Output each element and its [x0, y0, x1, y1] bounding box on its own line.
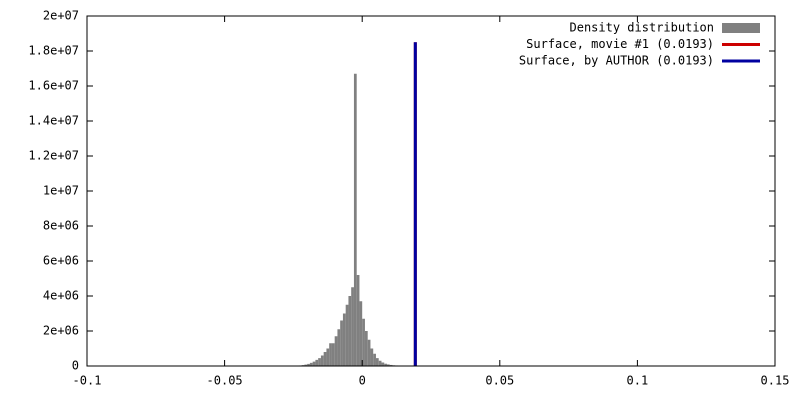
histogram-bar [362, 319, 365, 366]
histogram-bar [321, 356, 324, 367]
y-tick-label: 1e+07 [43, 184, 79, 198]
y-tick-label: 6e+06 [43, 254, 79, 268]
histogram-bar [313, 362, 316, 366]
histogram-bar [332, 343, 335, 366]
histogram-bar [357, 275, 360, 366]
y-tick-label: 1.4e+07 [28, 114, 79, 128]
histogram-bar [351, 287, 354, 366]
histogram-bar [343, 314, 346, 367]
histogram-bar [359, 301, 362, 366]
x-tick-label: -0.05 [207, 374, 243, 388]
y-tick-label: 4e+06 [43, 289, 79, 303]
histogram-bar [365, 331, 368, 366]
plot-frame [87, 16, 775, 366]
histogram-bar [315, 360, 318, 366]
legend-swatch [722, 23, 760, 33]
x-tick-label: -0.1 [73, 374, 102, 388]
y-tick-label: 8e+06 [43, 219, 79, 233]
histogram-bar [318, 358, 321, 366]
y-tick-label: 2e+07 [43, 9, 79, 23]
histogram-bar [335, 336, 338, 366]
histogram-bar [381, 363, 384, 367]
x-tick-label: 0.1 [627, 374, 649, 388]
histogram-bar [346, 305, 349, 366]
y-tick-label: 0 [72, 359, 79, 373]
legend-label: Surface, by AUTHOR (0.0193) [519, 54, 714, 68]
x-tick-label: 0.05 [485, 374, 514, 388]
legend-label: Density distribution [570, 21, 715, 35]
x-tick-label: 0 [359, 374, 366, 388]
histogram-bar [370, 349, 373, 367]
histogram-bar [329, 343, 332, 366]
histogram-bar [379, 361, 382, 366]
histogram-bar [326, 349, 329, 367]
histogram-bar [354, 74, 357, 366]
y-tick-label: 2e+06 [43, 324, 79, 338]
y-tick-label: 1.8e+07 [28, 44, 79, 58]
legend-label: Surface, movie #1 (0.0193) [526, 37, 714, 51]
histogram-bar [368, 340, 371, 366]
histogram-bar [376, 358, 379, 366]
histogram-bar [337, 329, 340, 366]
x-tick-label: 0.15 [761, 374, 790, 388]
histogram-bar [340, 321, 343, 367]
histogram-bar [373, 354, 376, 366]
histogram-bar [324, 352, 327, 366]
y-tick-label: 1.6e+07 [28, 79, 79, 93]
histogram-bar [348, 296, 351, 366]
y-tick-label: 1.2e+07 [28, 149, 79, 163]
